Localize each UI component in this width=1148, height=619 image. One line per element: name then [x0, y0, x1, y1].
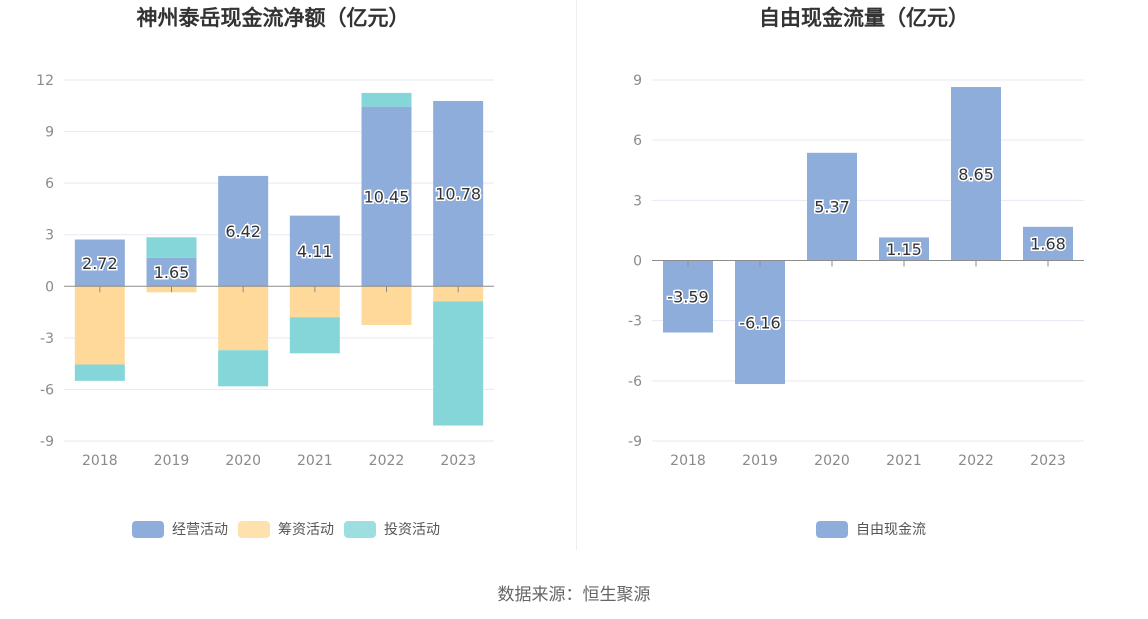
- x-tick-label: 2020: [814, 453, 850, 469]
- legend-label: 筹资活动: [278, 521, 334, 538]
- bar-投资活动-2023: [433, 301, 484, 426]
- data-label: 1.15: [886, 240, 922, 259]
- chart-title: 神州泰岳现金流净额（亿元）: [137, 6, 410, 30]
- legend-swatch: [238, 521, 270, 538]
- data-label: 10.45: [364, 187, 410, 206]
- data-label: 1.68: [1030, 235, 1066, 254]
- x-tick-label: 2018: [670, 453, 706, 469]
- y-tick-label: -9: [628, 434, 642, 450]
- data-label: 4.11: [297, 242, 333, 261]
- y-tick-label: 12: [36, 73, 54, 89]
- x-tick-label: 2023: [1030, 453, 1066, 469]
- y-tick-label: -3: [40, 331, 54, 347]
- legend-label: 自由现金流: [856, 522, 926, 538]
- x-tick-label: 2019: [154, 453, 190, 469]
- x-tick-label: 2022: [958, 453, 994, 469]
- data-label: -6.16: [739, 313, 780, 332]
- free-cashflow-chart: 自由现金流量（亿元） 9 6 3 0 -3 -6 -9 -3.59 -6.16 5.37 1.15 8…: [628, 6, 1084, 538]
- bar-经营活动-2021: [289, 215, 340, 287]
- chart-divider: [576, 0, 577, 550]
- y-tick-label: 0: [633, 254, 642, 270]
- legend-label: 投资活动: [384, 522, 440, 538]
- y-tick-label: 0: [45, 279, 54, 295]
- legend-item-投资活动[interactable]: 投资活动: [344, 521, 440, 538]
- bar-自由现金流-2023: [1023, 226, 1073, 261]
- data-label: 10.78: [435, 185, 481, 204]
- y-tick-label: 6: [633, 133, 642, 149]
- bar-自由现金流-2022: [951, 87, 1001, 261]
- bar-经营活动-2023: [433, 100, 484, 287]
- bar-筹资活动-2020: [218, 286, 269, 351]
- bar-经营活动-2022: [361, 106, 412, 287]
- data-label: 1.65: [154, 263, 190, 282]
- bar-投资活动-2019: [146, 237, 197, 258]
- y-tick-label: -3: [628, 314, 642, 330]
- y-tick-label: 9: [45, 125, 54, 141]
- x-tick-label: 2018: [82, 453, 118, 469]
- data-label: -3.59: [667, 287, 708, 306]
- bar-自由现金流-2019: [735, 260, 785, 385]
- x-tick-label: 2021: [297, 453, 333, 469]
- bar-自由现金流-2018: [663, 260, 713, 333]
- y-tick-label: -9: [40, 434, 54, 450]
- bar-投资活动-2020: [218, 350, 269, 387]
- legend-swatch: [816, 521, 848, 538]
- bar-自由现金流-2021: [879, 237, 929, 261]
- y-tick-label: -6: [40, 382, 54, 398]
- x-tick-label: 2019: [742, 453, 778, 469]
- bar-投资活动-2021: [289, 317, 340, 354]
- data-label: 2.72: [82, 254, 118, 273]
- bar-投资活动-2022: [361, 92, 412, 107]
- data-source-note: 数据来源：恒生聚源: [497, 585, 651, 605]
- legend-item-筹资活动[interactable]: 筹资活动: [238, 521, 334, 538]
- legend-label: 经营活动: [172, 522, 228, 538]
- bar-经营活动-2019: [146, 257, 197, 287]
- cashflow-net-chart: 神州泰岳现金流净额（亿元） 12 9 6 3 0 -3 -6 -9 2.72 1.65 6.42 4.…: [36, 6, 494, 538]
- bar-筹资活动-2018: [74, 286, 125, 365]
- y-tick-label: 3: [633, 193, 642, 209]
- x-tick-label: 2022: [369, 453, 405, 469]
- chart-title: 自由现金流量（亿元）: [759, 6, 969, 30]
- x-tick-label: 2020: [225, 453, 261, 469]
- y-tick-label: -6: [628, 374, 642, 390]
- data-label: 5.37: [814, 198, 850, 217]
- bar-筹资活动-2022: [361, 286, 412, 325]
- y-tick-label: 9: [633, 73, 642, 89]
- bar-投资活动-2018: [74, 364, 125, 381]
- bar-筹资活动-2023: [433, 286, 484, 302]
- legend-item-自由现金流[interactable]: 自由现金流: [816, 521, 926, 538]
- data-label: 6.42: [225, 222, 261, 241]
- legend-swatch: [132, 521, 164, 538]
- y-tick-label: 6: [45, 176, 54, 192]
- bar-经营活动-2020: [218, 175, 269, 287]
- legend-item-经营活动[interactable]: 经营活动: [132, 521, 228, 538]
- legend-swatch: [344, 521, 376, 538]
- bar-经营活动-2018: [74, 239, 125, 287]
- x-tick-label: 2023: [440, 453, 476, 469]
- x-tick-label: 2021: [886, 453, 922, 469]
- data-label: 8.65: [958, 165, 994, 184]
- y-tick-label: 3: [45, 228, 54, 244]
- bar-自由现金流-2020: [807, 152, 857, 261]
